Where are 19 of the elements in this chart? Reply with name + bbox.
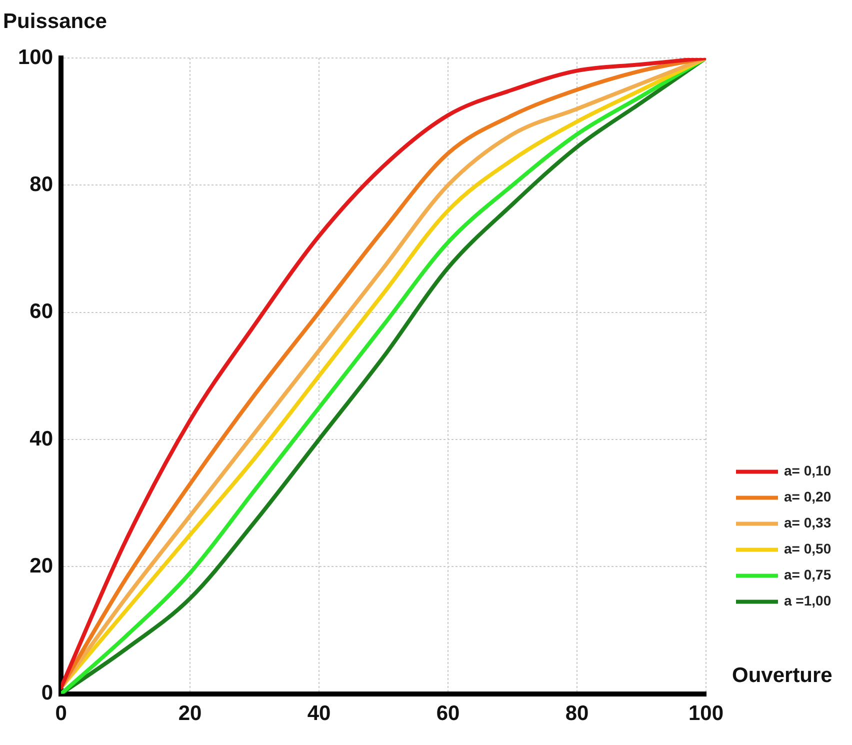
legend-label: a= 0,75 <box>784 566 832 583</box>
legend-label: a= 0,20 <box>784 488 832 505</box>
y-tick-label: 60 <box>30 300 54 324</box>
y-tick-label: 20 <box>30 554 54 578</box>
legend-label: a =1,00 <box>784 592 832 609</box>
legend-label: a= 0,33 <box>784 514 832 531</box>
x-axis-title: Ouverture <box>732 664 832 687</box>
x-tick-label: 100 <box>688 702 724 726</box>
legend-label: a= 0,50 <box>784 540 832 557</box>
x-tick-label: 80 <box>565 702 589 726</box>
y-axis-title: Puissance <box>3 10 107 33</box>
x-tick-label: 40 <box>307 702 331 726</box>
x-tick-label: 60 <box>436 702 460 726</box>
y-tick-label: 100 <box>18 46 54 69</box>
legend-label: a= 0,10 <box>784 462 832 479</box>
x-tick-label: 20 <box>178 702 202 726</box>
y-tick-label: 40 <box>30 427 54 450</box>
y-tick-label: 80 <box>30 172 54 196</box>
y-tick-label: 0 <box>41 682 54 705</box>
